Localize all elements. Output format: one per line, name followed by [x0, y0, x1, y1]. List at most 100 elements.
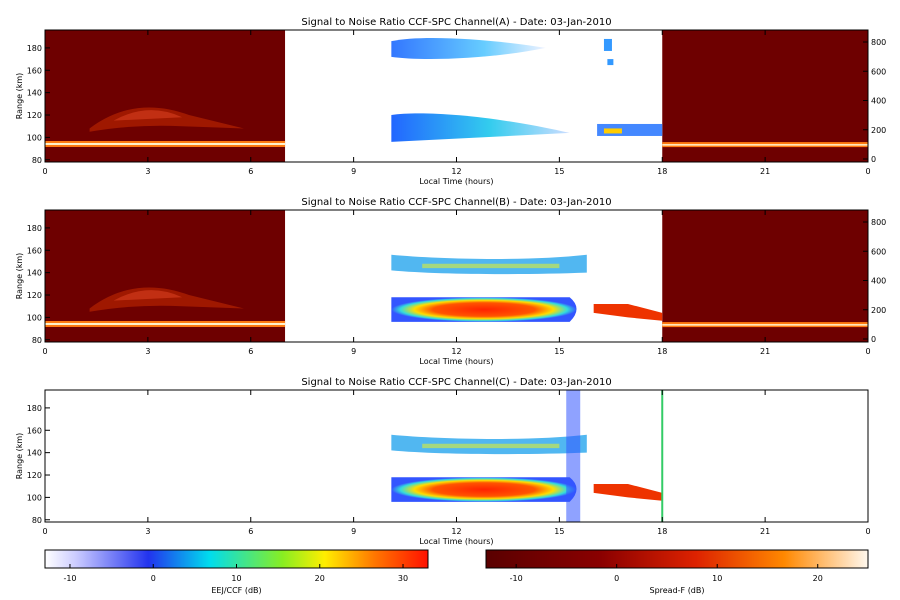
x-tick-label: 21 — [760, 527, 770, 536]
colorbar-tick-label: 30 — [398, 574, 408, 583]
e-layer-core-right — [662, 144, 868, 146]
y2-tick-label: 400 — [871, 277, 886, 286]
y2-tick-label: 600 — [871, 247, 886, 256]
spread-f-echo-core — [113, 290, 183, 301]
y-axis-label: Range (km) — [15, 433, 24, 480]
x-tick-label: 15 — [554, 167, 564, 176]
lower-echo-afternoon-b — [593, 303, 663, 321]
x-tick-label: 6 — [248, 167, 253, 176]
plot-area — [45, 390, 868, 522]
x-tick-label: 18 — [657, 167, 667, 176]
x-tick-label: 12 — [451, 347, 461, 356]
x-tick-label: 9 — [351, 167, 356, 176]
colorbar-gradient — [485, 549, 869, 569]
y2-tick-label: 600 — [871, 67, 886, 76]
night-region-left — [45, 30, 286, 162]
x-tick-label: 21 — [760, 167, 770, 176]
y2-tick-label: 400 — [871, 97, 886, 106]
night-region-left — [45, 210, 286, 342]
spread-f-echo-core — [113, 110, 183, 121]
x-tick-label: 0 — [865, 527, 870, 536]
upper-echo-core-b — [422, 263, 560, 269]
y2-tick-label: 0 — [871, 155, 876, 164]
y-tick-label: 140 — [27, 269, 42, 278]
colorbar-spread-f: -10 0 10 20 Spread-F (dB) — [485, 549, 869, 595]
y2-tick-label: 800 — [871, 38, 886, 47]
lower-echo-afternoon — [597, 123, 663, 136]
x-tick-label: 3 — [145, 347, 150, 356]
y2-tick-label: 200 — [871, 126, 886, 135]
edge-line — [661, 390, 664, 522]
night-region-right — [662, 30, 868, 162]
y-tick-label: 120 — [27, 471, 42, 480]
y-tick-label: 180 — [27, 224, 42, 233]
x-tick-label: 9 — [351, 347, 356, 356]
colorbar-tick-label: 0 — [614, 574, 619, 583]
y2-tick-label: 200 — [871, 306, 886, 315]
lower-echo-band — [391, 113, 570, 142]
e-layer-core-left — [45, 142, 286, 145]
x-axis-label: Local Time (hours) — [419, 177, 493, 186]
x-tick-label: 12 — [451, 167, 461, 176]
lower-echo-band-b — [391, 297, 577, 322]
y-tick-label: 160 — [27, 426, 42, 435]
colorbar-label: Spread-F (dB) — [649, 586, 704, 595]
y-tick-label: 160 — [27, 246, 42, 255]
x-tick-label: 18 — [657, 527, 667, 536]
spread-f-echo — [89, 287, 244, 312]
colorbar-tick-label: 10 — [231, 574, 241, 583]
y-tick-label: 180 — [27, 404, 42, 413]
x-tick-label: 3 — [145, 527, 150, 536]
x-tick-label: 6 — [248, 347, 253, 356]
y-tick-label: 80 — [32, 516, 42, 525]
x-tick-label: 9 — [351, 527, 356, 536]
y-tick-label: 120 — [27, 111, 42, 120]
x-tick-label: 0 — [42, 167, 47, 176]
y-tick-label: 100 — [27, 133, 42, 142]
lower-echo-afternoon-c — [593, 483, 663, 501]
upper-echo-core-c — [422, 443, 560, 449]
y-tick-label: 140 — [27, 449, 42, 458]
x-tick-label: 0 — [42, 347, 47, 356]
panel-title: Signal to Noise Ratio CCF-SPC Channel(A)… — [301, 17, 611, 28]
y-tick-label: 100 — [27, 493, 42, 502]
x-tick-label: 18 — [657, 347, 667, 356]
x-tick-label: 21 — [760, 347, 770, 356]
x-tick-label: 0 — [865, 347, 870, 356]
x-tick-label: 6 — [248, 527, 253, 536]
y-tick-label: 160 — [27, 66, 42, 75]
x-axis-label: Local Time (hours) — [419, 357, 493, 366]
y-tick-label: 140 — [27, 89, 42, 98]
x-tick-label: 0 — [865, 167, 870, 176]
panel-title: Signal to Noise Ratio CCF-SPC Channel(B)… — [301, 197, 611, 208]
y2-tick-label: 800 — [871, 218, 886, 227]
x-tick-label: 3 — [145, 167, 150, 176]
panel-b: Signal to Noise Ratio CCF-SPC Channel(B)… — [15, 197, 886, 366]
y-axis-label: Range (km) — [15, 73, 24, 120]
colorbar-label: EEJ/CCF (dB) — [211, 586, 261, 595]
y-tick-label: 120 — [27, 291, 42, 300]
y-tick-label: 100 — [27, 313, 42, 322]
colorbar-tick-label: 10 — [712, 574, 722, 583]
colorbar-eej: -10 0 10 20 30 EEJ/CCF (dB) — [44, 549, 429, 595]
x-tick-label: 15 — [554, 347, 564, 356]
lower-echo-peak — [603, 128, 622, 134]
spread-f-echo — [89, 107, 244, 132]
x-tick-label: 0 — [42, 527, 47, 536]
upper-echo-band — [391, 37, 546, 60]
y-tick-label: 80 — [32, 156, 42, 165]
upper-echo-patch — [603, 38, 612, 51]
colorbar-tick-label: 0 — [151, 574, 156, 583]
x-tick-label: 15 — [554, 527, 564, 536]
y-tick-label: 180 — [27, 44, 42, 53]
night-region-right — [662, 210, 868, 342]
colorbar-tick-label: -10 — [510, 574, 523, 583]
panel-title: Signal to Noise Ratio CCF-SPC Channel(C)… — [301, 377, 611, 388]
e-layer-core-right — [662, 324, 868, 326]
x-tick-label: 12 — [451, 527, 461, 536]
colorbar-tick-label: 20 — [315, 574, 325, 583]
x-axis-label: Local Time (hours) — [419, 537, 493, 546]
colorbar-tick-label: -10 — [63, 574, 76, 583]
y2-tick-label: 0 — [871, 335, 876, 344]
